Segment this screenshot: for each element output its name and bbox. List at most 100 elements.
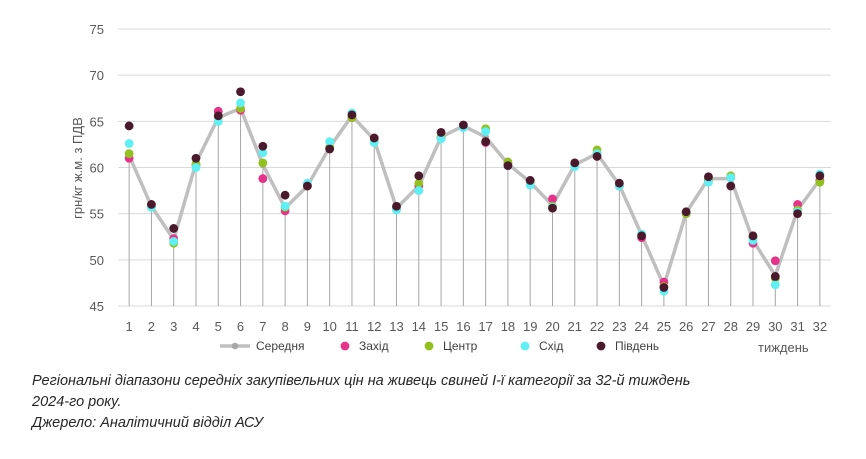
marker-Південь — [169, 224, 179, 233]
y-axis-title: грн/кг ж.м. з ПДВ — [70, 117, 85, 219]
marker-Схід — [726, 173, 736, 183]
marker-Південь — [236, 87, 245, 97]
average-series-line — [127, 106, 822, 288]
marker-Схід — [770, 280, 780, 290]
y-tick-label: 55 — [90, 207, 104, 222]
marker-Схід — [236, 98, 245, 108]
marker-Південь — [414, 171, 424, 181]
marker-Захід — [770, 256, 780, 266]
marker-Схід — [481, 127, 491, 136]
gridlines — [118, 28, 831, 307]
marker-Південь — [770, 272, 780, 281]
legend-label: Захід — [359, 339, 389, 353]
marker-Південь — [258, 141, 268, 151]
legend-swatch-marker — [231, 342, 239, 350]
figure-caption: Регіональні діапазони середніх закупівел… — [32, 371, 832, 434]
marker-Схід — [325, 137, 335, 147]
marker-Схід — [258, 148, 268, 158]
x-tick-label: 15 — [434, 319, 448, 334]
marker-Центр — [815, 177, 825, 187]
marker-Південь — [681, 207, 691, 217]
x-tick-label: 27 — [701, 319, 715, 334]
marker-Центр — [414, 178, 424, 188]
marker-Південь — [815, 171, 825, 181]
drop-lines — [128, 108, 821, 306]
marker-Південь — [548, 203, 557, 213]
legend-label: Схід — [539, 339, 563, 353]
marker-Захід — [258, 174, 268, 183]
x-tick-label: 6 — [237, 319, 244, 334]
marker-Центр — [258, 158, 268, 168]
marker-Південь — [525, 176, 535, 185]
marker-Південь — [191, 153, 201, 163]
x-axis-ticks: 1 2 3 4 5 6 7 8 9 10 11 12 13 14 15 16 17 18 19 20 21 22 23 24 2… — [126, 319, 828, 334]
x-tick-label: 8 — [281, 319, 288, 334]
marker-Захід — [548, 194, 557, 204]
y-tick-label: 45 — [90, 299, 104, 314]
x-tick-label: 16 — [456, 319, 470, 334]
x-tick-label: 18 — [501, 319, 515, 334]
x-tick-label: 13 — [389, 319, 403, 334]
x-tick-label: 28 — [724, 319, 738, 334]
marker-Південь — [704, 172, 713, 182]
legend-swatch-marker — [340, 341, 350, 351]
legend-label: Центр — [443, 339, 478, 353]
x-tick-label: 1 — [126, 319, 133, 334]
x-tick-label: 7 — [259, 319, 266, 334]
marker-Південь — [793, 209, 802, 219]
x-tick-label: 31 — [790, 319, 804, 334]
marker-Південь — [748, 231, 758, 241]
marker-Південь — [503, 161, 513, 171]
marker-Південь — [592, 152, 602, 161]
marker-Південь — [369, 133, 379, 143]
legend-swatch-marker — [596, 341, 606, 351]
x-tick-label: 20 — [545, 319, 559, 334]
marker-Південь — [392, 201, 401, 211]
marker-Південь — [147, 200, 156, 209]
caption-line-2: 2024-го року. — [32, 394, 122, 410]
marker-Схід — [169, 236, 179, 246]
marker-Південь — [570, 158, 580, 168]
x-tick-label: 19 — [523, 319, 537, 334]
y-tick-label: 60 — [90, 161, 104, 176]
x-tick-label: 25 — [657, 319, 671, 334]
x-tick-label: 12 — [367, 319, 381, 334]
marker-Південь — [436, 128, 446, 137]
y-tick-label: 75 — [90, 22, 104, 37]
x-tick-label: 21 — [568, 319, 582, 334]
marker-Схід — [280, 201, 290, 211]
legend: Середня Захід Центр Схід Південь — [220, 339, 659, 353]
x-tick-label: 14 — [412, 319, 426, 334]
x-tick-label: 32 — [813, 319, 827, 334]
legend-swatch-marker — [424, 341, 434, 351]
x-tick-label: 4 — [192, 319, 199, 334]
legend-label: Південь — [615, 339, 659, 353]
caption-source: Джерело: Аналітичний відділ АСУ — [32, 415, 263, 431]
caption-line-1: Регіональні діапазони середніх закупівел… — [32, 373, 691, 389]
marker-Південь — [481, 137, 491, 147]
marker-Південь — [347, 110, 357, 120]
marker-Південь — [659, 283, 669, 292]
marker-Південь — [325, 144, 335, 154]
x-tick-label: 5 — [215, 319, 222, 334]
marker-Південь — [213, 111, 223, 121]
marker-Центр — [124, 149, 134, 159]
marker-Південь — [637, 231, 647, 241]
x-tick-label: 3 — [170, 319, 177, 334]
region-markers — [124, 87, 825, 296]
x-tick-label: 30 — [768, 319, 782, 334]
x-axis-title: тиждень — [758, 340, 809, 355]
x-tick-label: 17 — [478, 319, 492, 334]
x-tick-label: 9 — [304, 319, 311, 334]
marker-Південь — [458, 120, 468, 130]
y-axis-ticks: 45 50 55 60 65 70 75 — [90, 22, 104, 314]
x-tick-label: 24 — [634, 319, 648, 334]
marker-Південь — [302, 181, 312, 191]
legend-label: Середня — [256, 339, 305, 353]
y-tick-label: 70 — [90, 68, 104, 83]
marker-Південь — [726, 181, 736, 191]
marker-Південь — [124, 121, 134, 131]
y-tick-label: 65 — [90, 114, 104, 129]
marker-Схід — [436, 134, 446, 144]
